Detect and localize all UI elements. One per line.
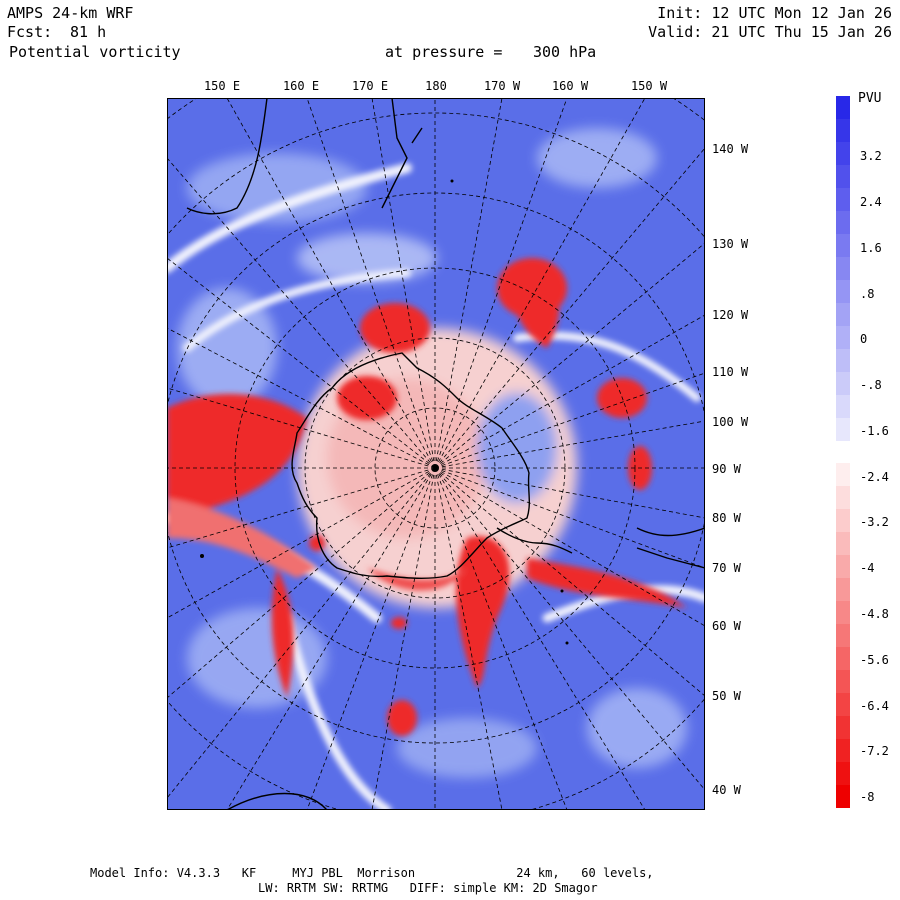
model-info-line1: Model Info: V4.3.3 KF MYJ PBL Morrison 2…: [90, 866, 654, 880]
lon-label-top: 180: [425, 79, 447, 93]
lon-label-top: 160 E: [282, 79, 320, 93]
map-frame: [167, 98, 705, 810]
island-marker: [565, 641, 569, 645]
lon-label-right: 50 W: [712, 689, 741, 703]
colorbar-swatch: [836, 739, 850, 763]
colorbar-label: 1.6: [860, 241, 882, 255]
lon-label-top: 160 W: [551, 79, 589, 93]
colorbar-swatch: [836, 348, 850, 373]
coastlines: [186, 98, 705, 810]
lon-label-right: 80 W: [712, 511, 741, 525]
colorbar-swatch: [836, 647, 850, 671]
colorbar-swatch: [836, 555, 850, 579]
colorbar-label: -8: [860, 790, 875, 804]
colorbar-label: -4: [860, 561, 875, 575]
colorbar-swatch: [836, 670, 850, 694]
colorbar-swatch: [836, 716, 850, 740]
lon-label-right: 40 W: [712, 783, 741, 797]
colorbar-swatch: [836, 785, 850, 809]
field-name: Potential vorticity: [9, 43, 181, 61]
colorbar-swatch: [836, 417, 850, 441]
colorbar-label: -.8: [860, 378, 882, 392]
colorbar-swatch: [836, 578, 850, 602]
colorbar-label: -2.4: [860, 470, 889, 484]
colorbar-swatch: [836, 279, 850, 304]
lon-label-right: 120 W: [712, 308, 749, 322]
pv-map: [167, 98, 705, 810]
colorbar: [836, 96, 850, 809]
colorbar-swatch: [836, 371, 850, 396]
lon-label-top: 150 W: [630, 79, 668, 93]
colorbar-swatch: [836, 532, 850, 556]
colorbar-label: -4.8: [860, 607, 889, 621]
island-marker: [560, 589, 564, 593]
colorbar-swatch: [836, 96, 850, 120]
colorbar-swatch: [836, 440, 850, 464]
colorbar-label: 2.4: [860, 195, 882, 209]
light-blue-swirls: [177, 128, 687, 778]
colorbar-label: -1.6: [860, 424, 889, 438]
colorbar-swatch: [836, 302, 850, 327]
lon-label-right: 60 W: [712, 619, 741, 633]
colorbar-swatch: [836, 256, 850, 281]
forecast-label: Fcst:: [7, 23, 53, 41]
island-marker: [450, 179, 454, 183]
colorbar-label: -6.4: [860, 699, 889, 713]
colorbar-label: .8: [860, 287, 875, 301]
lon-label-right: 90 W: [712, 462, 741, 476]
colorbar-label: -7.2: [860, 744, 889, 758]
init-time: Init: 12 UTC Mon 12 Jan 26: [657, 4, 892, 22]
colorbar-swatch: [836, 693, 850, 717]
colorbar-swatch: [836, 187, 850, 212]
colorbar-swatch: [836, 118, 850, 143]
colorbar-swatch: [836, 463, 850, 487]
island-marker: [200, 554, 204, 558]
colorbar-swatch: [836, 164, 850, 189]
lon-label-right: 140 W: [712, 142, 749, 156]
pressure-label: at pressure =: [385, 43, 503, 61]
colorbar-unit: PVU: [858, 91, 882, 106]
colorbar-swatch: [836, 325, 850, 350]
lon-label-right: 110 W: [712, 365, 749, 379]
colorbar-label: 3.2: [860, 149, 882, 163]
pressure-value: 300 hPa: [533, 43, 597, 61]
lon-label-right: 130 W: [712, 237, 749, 251]
colorbar-swatch: [836, 233, 850, 258]
colorbar-swatch: [836, 141, 850, 166]
colorbar-label: -3.2: [860, 515, 889, 529]
graticule: [167, 98, 705, 810]
colorbar-label: 0: [860, 332, 868, 346]
lon-label-right: 100 W: [712, 415, 749, 429]
lon-label-top: 150 E: [203, 79, 241, 93]
lon-label-right: 70 W: [712, 561, 741, 575]
lon-label-top: 170 W: [483, 79, 521, 93]
red-pv-features: [167, 258, 687, 736]
colorbar-swatch: [836, 509, 850, 533]
forecast-hour: 81 h: [70, 23, 107, 41]
colorbar-swatch: [836, 394, 850, 419]
colorbar-label: -5.6: [860, 653, 889, 667]
model-title: AMPS 24-km WRF: [7, 4, 134, 22]
colorbar-swatch: [836, 762, 850, 786]
model-info-line2: LW: RRTM SW: RRTMG DIFF: simple KM: 2D S…: [258, 881, 598, 895]
valid-time: Valid: 21 UTC Thu 15 Jan 26: [648, 23, 892, 41]
colorbar-swatch: [836, 601, 850, 625]
colorbar-swatch: [836, 624, 850, 648]
colorbar-swatch: [836, 210, 850, 235]
colorbar-swatch: [836, 486, 850, 510]
lon-label-top: 170 E: [351, 79, 389, 93]
